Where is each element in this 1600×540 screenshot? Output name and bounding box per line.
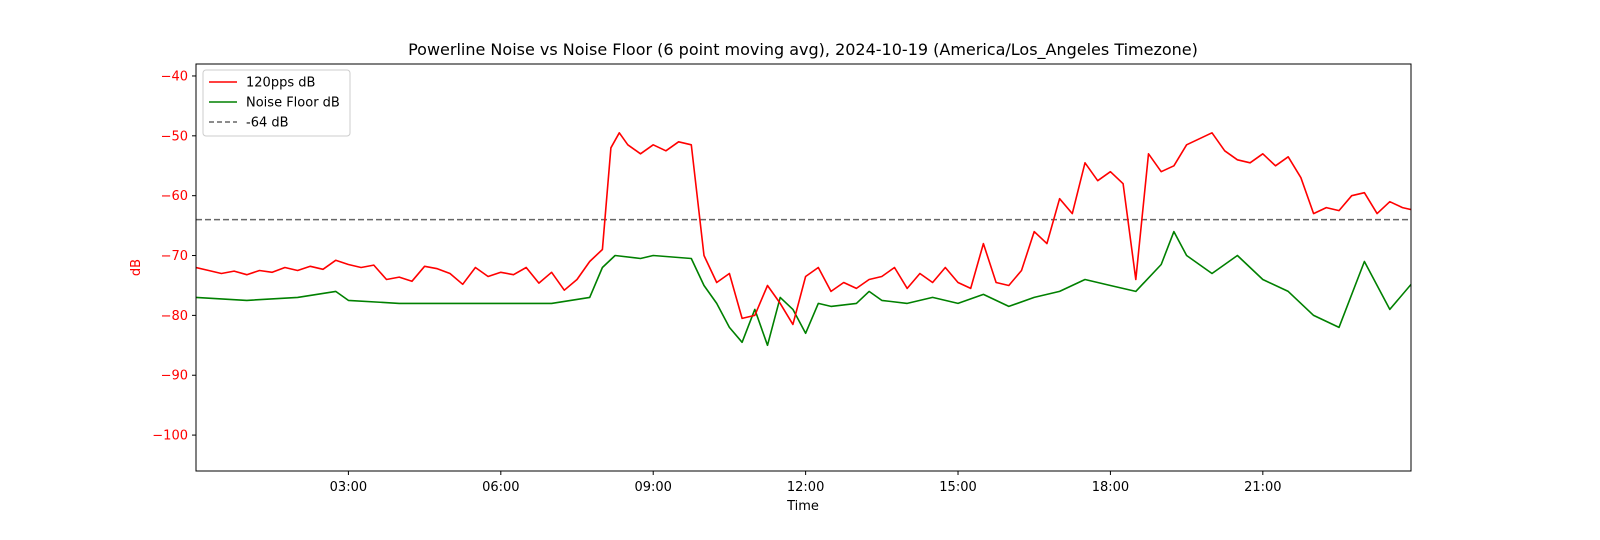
x-tick-label: 06:00	[482, 480, 519, 495]
y-tick-label: −80	[161, 309, 188, 324]
series-line-noise-floor	[196, 230, 1411, 347]
x-tick-label: 15:00	[939, 480, 976, 495]
x-axis-label: Time	[786, 499, 819, 514]
x-tick-label: 21:00	[1244, 480, 1281, 495]
x-tick-label: 03:00	[330, 480, 367, 495]
y-tick-label: −70	[161, 249, 188, 264]
x-tick-label: 09:00	[634, 480, 671, 495]
y-axis-label: dB	[129, 259, 144, 276]
legend-label: 120pps dB	[246, 76, 315, 91]
legend-label: Noise Floor dB	[246, 96, 340, 111]
legend: 120pps dB Noise Floor dB -64 dB	[202, 69, 351, 137]
chart-title: Powerline Noise vs Noise Floor (6 point …	[408, 40, 1198, 60]
plot-frame	[195, 63, 1412, 472]
series-line-powerline	[196, 132, 1411, 326]
y-tick-label: −100	[152, 429, 188, 444]
y-tick-label: −60	[161, 189, 188, 204]
y-axis: −40 −50 −60 −70 −80 −90 −100	[152, 69, 196, 444]
x-axis: 03:00 06:00 09:00 12:00 15:00 18:00 21:00	[330, 471, 1282, 495]
legend-box	[202, 69, 351, 137]
y-tick-label: −40	[161, 69, 188, 84]
y-tick-label: −90	[161, 369, 188, 384]
y-tick-label: −50	[161, 129, 188, 144]
legend-label: -64 dB	[246, 116, 289, 131]
x-tick-label: 18:00	[1092, 480, 1129, 495]
plot-area	[196, 132, 1411, 347]
x-tick-label: 12:00	[787, 480, 824, 495]
